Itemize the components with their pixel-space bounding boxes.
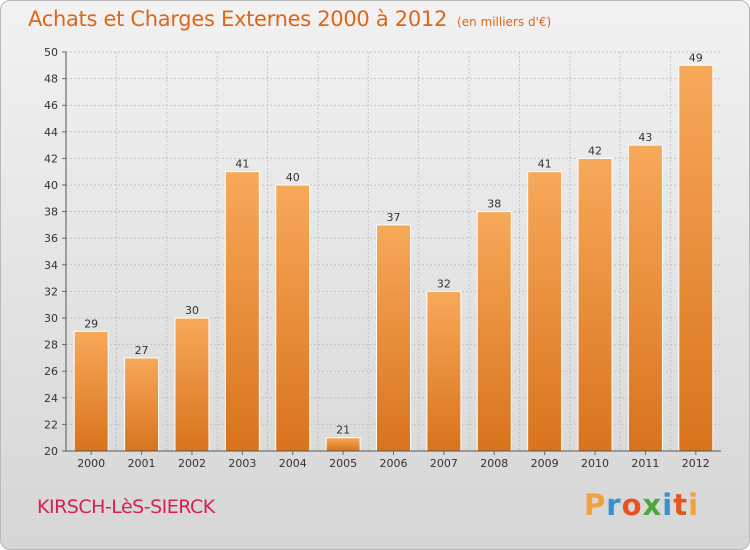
x-tick-label: 2005: [329, 457, 357, 470]
data-label: 32: [437, 277, 451, 290]
logo-letter: t: [673, 488, 689, 522]
data-label: 29: [84, 317, 98, 330]
x-tick-label: 2007: [430, 457, 458, 470]
data-label: 42: [588, 144, 602, 157]
y-tick-label: 38: [44, 206, 58, 219]
data-label: 43: [638, 131, 652, 144]
bars: 29 27 30 41 40 21 37 32 38 41 42 43 49: [73, 51, 714, 452]
logo-letter: x: [642, 488, 663, 522]
bar: [476, 211, 512, 452]
x-tick-label: 2006: [380, 457, 408, 470]
y-tick-label: 28: [44, 339, 58, 352]
y-tick-label: 22: [44, 418, 58, 431]
x-tick-label: 2004: [279, 457, 307, 470]
x-tick-label: 2009: [531, 457, 559, 470]
y-tick-label: 30: [44, 312, 58, 325]
data-label: 30: [185, 304, 199, 317]
logo-letter: i: [688, 488, 700, 522]
bar: [325, 437, 361, 452]
x-tick-label: 2008: [480, 457, 508, 470]
logo-letter: o: [621, 488, 643, 522]
y-tick-label: 48: [44, 73, 58, 86]
bar: [73, 330, 109, 452]
data-label: 37: [387, 211, 401, 224]
y-tick-label: 20: [44, 445, 58, 458]
x-tick-label: 2011: [631, 457, 659, 470]
proxiti-logo: Proxiti: [584, 488, 699, 522]
data-label: 41: [235, 158, 249, 171]
data-label: 40: [286, 171, 300, 184]
bar: [527, 171, 563, 452]
bar: [627, 144, 663, 452]
y-tick-label: 24: [44, 392, 58, 405]
bar: [275, 184, 311, 452]
bar: [577, 157, 613, 452]
bar: [224, 171, 260, 452]
data-label: 38: [487, 198, 501, 211]
y-tick-label: 34: [44, 259, 58, 272]
bar: [376, 224, 411, 452]
y-tick-label: 50: [44, 46, 58, 59]
x-tick-label: 2012: [682, 457, 710, 470]
y-tick-label: 44: [44, 126, 58, 139]
chart-title: Achats et Charges Externes 2000 à 2012 (e…: [28, 7, 552, 31]
data-label: 27: [135, 344, 149, 357]
y-tick-label: 26: [44, 365, 58, 378]
x-tick-label: 2003: [228, 457, 256, 470]
axes: 20 22 24 26 28 30 32 34 36 38 40 42 44 46 48 50 2000 2001…: [44, 46, 721, 470]
x-tick-label: 2010: [581, 457, 609, 470]
logo-letter: P: [584, 488, 607, 522]
logo-letter: r: [606, 488, 622, 522]
logo-letter: i: [662, 488, 674, 522]
bar: [426, 290, 462, 452]
x-tick-label: 2000: [77, 457, 105, 470]
data-label: 49: [689, 51, 703, 64]
y-tick-label: 36: [44, 232, 58, 245]
bar: [124, 357, 160, 452]
bar: [174, 317, 210, 452]
data-label: 21: [336, 424, 350, 437]
chart-subtitle: (en milliers d'€): [457, 15, 552, 29]
data-label: 41: [538, 158, 552, 171]
y-tick-label: 32: [44, 285, 58, 298]
x-tick-label: 2001: [128, 457, 156, 470]
y-tick-label: 46: [44, 99, 58, 112]
x-tick-label: 2002: [178, 457, 206, 470]
location-name: KIRSCH-LèS-SIERCK: [37, 496, 215, 518]
y-tick-label: 40: [44, 179, 58, 192]
y-tick-label: 42: [44, 152, 58, 165]
bar: [678, 64, 714, 452]
